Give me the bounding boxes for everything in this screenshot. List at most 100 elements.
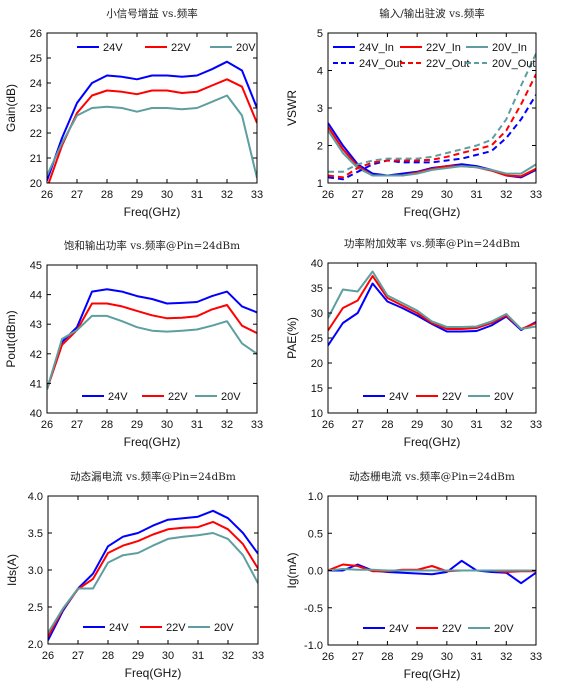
x-tick-label: 33 <box>252 650 264 662</box>
series-line-22V <box>47 78 257 183</box>
legend-label: 20V_Out <box>492 58 535 70</box>
x-tick-label: 30 <box>161 189 173 201</box>
x-tick-label: 26 <box>322 189 334 201</box>
y-tick-label: 30 <box>311 308 323 320</box>
chart-title: 饱和输出功率 vs.频率@Pin=24dBm <box>64 239 240 252</box>
series-line-24V <box>48 509 258 641</box>
x-tick-label: 29 <box>131 419 143 431</box>
legend-label: 22V <box>442 391 462 403</box>
y-tick-label: 0.0 <box>308 566 323 578</box>
series-line-22V_In <box>328 126 536 178</box>
y-axis-label: Ids(A) <box>5 554 19 586</box>
y-tick-label: 25 <box>30 53 42 65</box>
y-axis-label: Gain(dB) <box>4 84 18 132</box>
chart-panel-5: 动态漏电流 vs.频率@Pin=24dBm 26 27 28 29 30 31 32 33 2.0… <box>5 470 264 680</box>
x-tick-label: 30 <box>162 650 174 662</box>
y-axis-label: PAE(%) <box>285 317 299 359</box>
chart-panel-3: 饱和输出功率 vs.频率@Pin=24dBm 26 27 28 29 30 31 32 33 40… <box>4 239 263 449</box>
legend-label: 20V <box>214 622 234 634</box>
legend-label: 24V_Out <box>359 58 402 70</box>
chart-title: 功率附加效率 vs.频率@Pin=24dBm <box>344 237 520 250</box>
legend-label: 20V <box>221 391 241 403</box>
y-tick-label: 42 <box>30 349 42 361</box>
legend-label: 24V <box>103 42 123 54</box>
x-axis-label: Freq(GHz) <box>404 205 461 219</box>
y-tick-label: 41 <box>30 378 42 390</box>
y-tick-label: -1.0 <box>304 640 323 652</box>
x-tick-label: 30 <box>441 189 453 201</box>
chart-title: 动态漏电流 vs.频率@Pin=24dBm <box>70 470 236 483</box>
plot-frame <box>327 32 537 184</box>
legend: 24V 22V 20V <box>83 622 234 634</box>
legend-label: 24V_In <box>359 42 394 54</box>
y-tick-label: 3.5 <box>28 528 43 540</box>
x-tick-label: 30 <box>441 651 453 663</box>
legend: 24V 22V 20V <box>363 623 514 635</box>
y-tick-label: 43 <box>30 319 42 331</box>
x-tick-label: 33 <box>530 419 542 431</box>
y-tick-label: 2 <box>317 141 323 153</box>
x-tick-label: 32 <box>500 189 512 201</box>
x-tick-label: 32 <box>500 651 512 663</box>
x-tick-label: 30 <box>161 419 173 431</box>
x-tick-label: 33 <box>251 419 263 431</box>
chart-title: 输入/输出驻波 vs.频率 <box>379 7 485 20</box>
x-tick-label: 28 <box>101 419 113 431</box>
legend: 24V_In 22V_In 20V_In 24V_Out 22V_Out 20V_Out <box>333 42 535 70</box>
x-tick-label: 26 <box>322 651 334 663</box>
chart-title: 小信号增益 vs.频率 <box>106 7 198 20</box>
y-tick-label: 21 <box>30 153 42 165</box>
y-axis-label: VSWR <box>285 90 299 126</box>
series-line-24V <box>47 288 257 390</box>
x-tick-label: 29 <box>131 189 143 201</box>
series-line-20V <box>47 94 257 179</box>
legend: 24V 22V 20V <box>363 391 514 403</box>
x-tick-label: 27 <box>352 651 364 663</box>
series-line-22V <box>47 302 257 390</box>
legend-label: 22V <box>171 42 191 54</box>
x-tick-label: 27 <box>71 419 83 431</box>
series-line-22V <box>328 275 536 332</box>
x-tick-label: 27 <box>352 189 364 201</box>
series-line-20V_In <box>328 129 536 177</box>
y-tick-label: 20 <box>311 358 323 370</box>
x-tick-label: 32 <box>221 419 233 431</box>
x-tick-label: 27 <box>72 650 84 662</box>
x-axis-label: Freq(GHz) <box>404 667 461 681</box>
series-line-24V <box>47 60 257 181</box>
chart-panel-1: 小信号增益 vs.频率 26 27 28 29 30 31 32 33 20 21 22 23 24 25 2… <box>4 7 263 219</box>
x-tick-label: 31 <box>192 650 204 662</box>
series-line-20V_Out <box>328 53 536 173</box>
x-tick-label: 31 <box>191 189 203 201</box>
x-tick-label: 26 <box>41 419 53 431</box>
x-tick-label: 26 <box>42 650 54 662</box>
series-line-22V <box>48 520 258 638</box>
series-line-22V_Out <box>328 73 536 179</box>
x-tick-label: 32 <box>221 189 233 201</box>
x-tick-label: 33 <box>251 189 263 201</box>
y-tick-label: 4.0 <box>28 491 43 503</box>
x-tick-label: 27 <box>71 189 83 201</box>
legend-label: 22V <box>166 622 186 634</box>
y-tick-label: 1.0 <box>308 491 323 503</box>
y-tick-label: 3 <box>317 103 323 115</box>
x-tick-label: 33 <box>530 651 542 663</box>
plot-frame <box>46 264 258 414</box>
legend-label: 24V <box>109 622 129 634</box>
chart-panel-2: 输入/输出驻波 vs.频率 26 27 28 29 30 31 32 33 1 2 3 4 5 Freq(G… <box>285 7 542 219</box>
x-tick-label: 33 <box>530 189 542 201</box>
x-tick-label: 31 <box>191 419 203 431</box>
x-tick-label: 28 <box>381 419 393 431</box>
y-tick-label: 45 <box>30 260 42 272</box>
x-tick-label: 31 <box>470 419 482 431</box>
series-line-20V <box>328 270 536 330</box>
y-tick-label: 4 <box>317 66 323 78</box>
y-tick-label: 25 <box>311 333 323 345</box>
series-line-20V <box>328 568 536 572</box>
series-line-20V <box>48 532 258 634</box>
y-tick-label: 2.5 <box>28 602 43 614</box>
chart-title: 动态栅电流 vs.频率@Pin=24dBm <box>349 470 515 483</box>
legend-label: 20V <box>494 391 514 403</box>
y-tick-label: 22 <box>30 128 42 140</box>
